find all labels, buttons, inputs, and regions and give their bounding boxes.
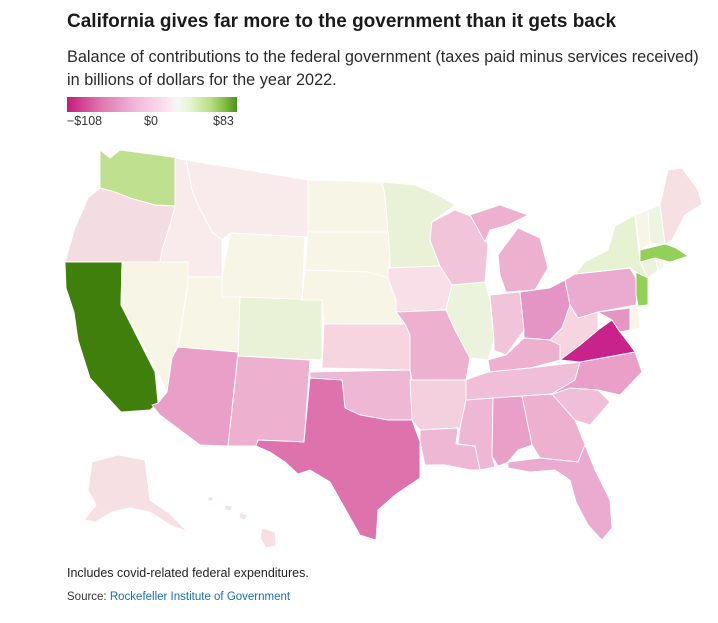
state-CO[interactable] bbox=[237, 296, 323, 361]
source-link[interactable]: Rockefeller Institute of Government bbox=[109, 591, 291, 603]
source-line: Source: Rockefeller Institute of Governm… bbox=[67, 591, 290, 603]
state-AK[interactable] bbox=[83, 454, 189, 533]
chart-subtitle: Balance of contributions to the federal … bbox=[67, 48, 699, 89]
state-WY[interactable] bbox=[221, 232, 306, 301]
state-NC[interactable] bbox=[549, 351, 643, 396]
state-LA[interactable] bbox=[419, 427, 481, 471]
state-FL[interactable] bbox=[507, 443, 613, 541]
state-MA[interactable] bbox=[639, 243, 690, 263]
legend-gradient-bar bbox=[67, 97, 237, 112]
state-KS[interactable] bbox=[321, 323, 411, 371]
legend-mid-label: $0 bbox=[144, 114, 158, 128]
state-TX[interactable] bbox=[255, 377, 421, 541]
color-legend: −$108 $0 $83 bbox=[67, 97, 237, 130]
state-DE[interactable] bbox=[629, 305, 641, 331]
state-WV[interactable] bbox=[549, 303, 599, 361]
state-NM[interactable] bbox=[227, 355, 311, 447]
state-IA[interactable] bbox=[387, 265, 453, 313]
source-prefix: Source: bbox=[67, 591, 107, 603]
state-MD[interactable] bbox=[596, 307, 631, 333]
state-ND[interactable] bbox=[307, 179, 389, 233]
us-map bbox=[64, 149, 703, 549]
legend-min-label: −$108 bbox=[67, 114, 103, 128]
legend-max-label: $83 bbox=[213, 114, 234, 128]
state-HI[interactable] bbox=[207, 496, 277, 549]
state-MI[interactable] bbox=[469, 204, 549, 293]
legend-ticks: −$108 $0 $83 bbox=[67, 112, 237, 130]
state-NY[interactable] bbox=[573, 214, 650, 280]
footnote: Includes covid-related federal expenditu… bbox=[67, 566, 309, 580]
state-AR[interactable] bbox=[409, 379, 467, 431]
state-WI[interactable] bbox=[429, 209, 489, 286]
state-ME[interactable] bbox=[659, 167, 703, 245]
chart-title: California gives far more to the governm… bbox=[67, 11, 617, 32]
